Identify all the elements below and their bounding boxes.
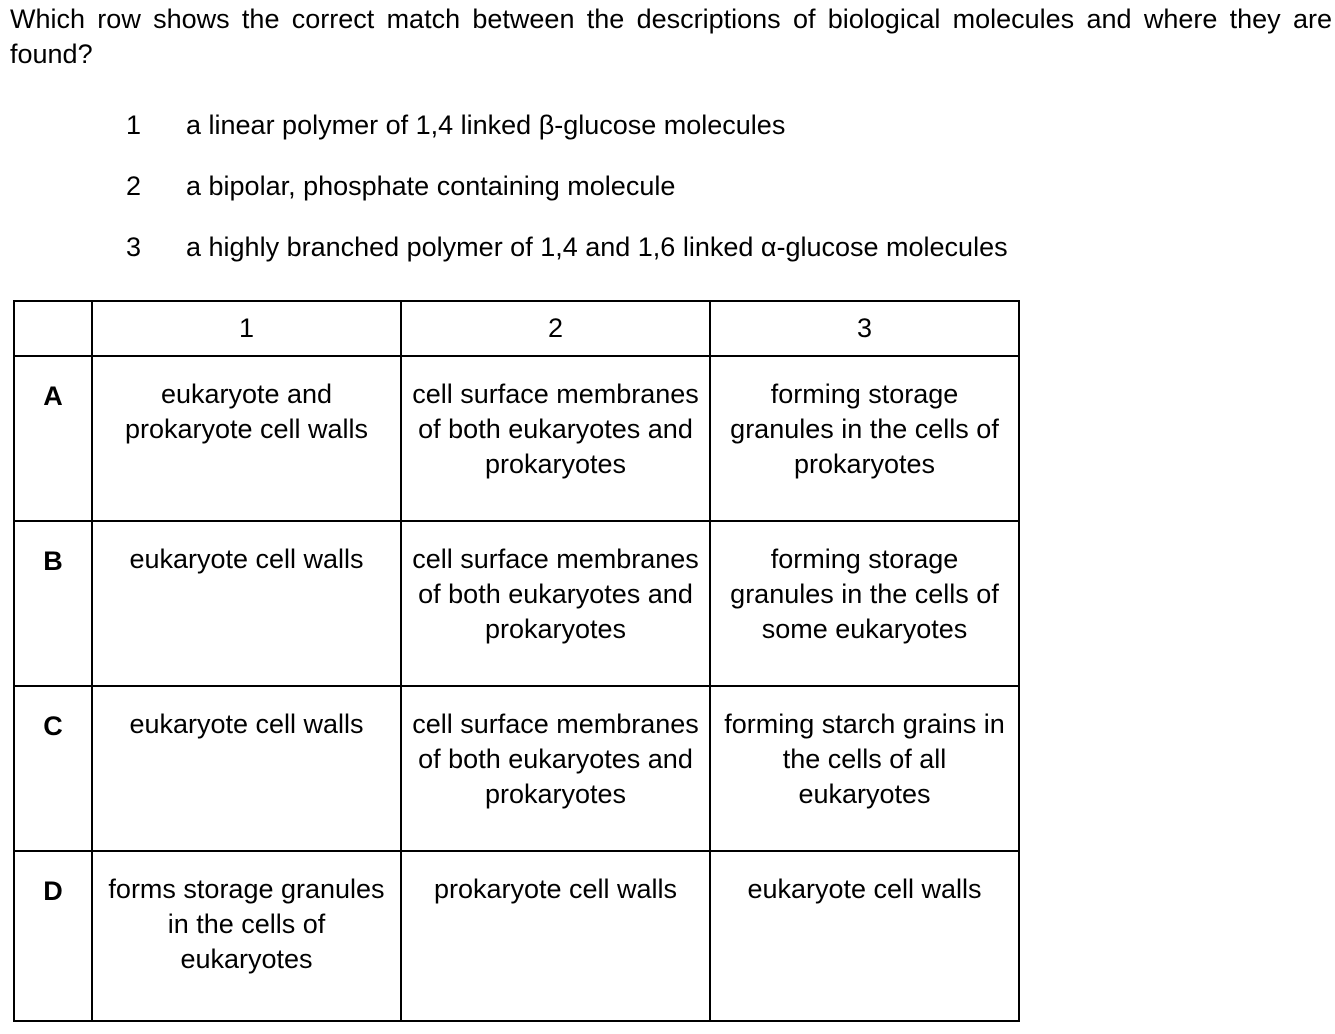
- option-letter: D: [13, 850, 93, 1022]
- cell-text: cell surface membranes of both eukaryote…: [412, 544, 699, 644]
- table-cell: cell surface membranes of both eukaryote…: [400, 520, 711, 687]
- table-cell: eukaryote cell walls: [91, 685, 402, 852]
- table-cell: prokaryote cell walls: [400, 850, 711, 1022]
- header-cell-2: 2: [400, 300, 711, 357]
- table-cell: forms storage granules in the cells of e…: [91, 850, 402, 1022]
- option-letter: C: [13, 685, 93, 852]
- statement-item: 1 a linear polymer of 1,4 linked β-gluco…: [126, 105, 1008, 145]
- header-cell-3: 3: [709, 300, 1020, 357]
- table-cell: cell surface membranes of both eukaryote…: [400, 355, 711, 522]
- table-cell: forming starch grains in the cells of al…: [709, 685, 1020, 852]
- table-cell: forming storage granules in the cells of…: [709, 520, 1020, 687]
- option-row-b[interactable]: B eukaryote cell walls cell surface memb…: [13, 520, 1020, 687]
- cell-text: forming storage granules in the cells of…: [730, 379, 999, 479]
- answer-table: 1 2 3 A eukaryote and prokaryote cell wa…: [13, 300, 1020, 1022]
- cell-text: eukaryote cell walls: [129, 709, 364, 739]
- table-header-row: 1 2 3: [13, 300, 1020, 357]
- table-cell: forming storage granules in the cells of…: [709, 355, 1020, 522]
- header-cell-blank: [13, 300, 93, 357]
- cell-text: cell surface membranes of both eukaryote…: [412, 709, 699, 809]
- cell-text: prokaryote cell walls: [433, 874, 678, 904]
- cell-text: forming storage granules in the cells of…: [730, 544, 999, 644]
- cell-text: eukaryote cell walls: [129, 544, 364, 574]
- cell-text: eukaryote and prokaryote cell walls: [124, 379, 369, 444]
- table-cell: eukaryote cell walls: [91, 520, 402, 687]
- table-cell: eukaryote cell walls: [709, 850, 1020, 1022]
- option-row-a[interactable]: A eukaryote and prokaryote cell walls ce…: [13, 355, 1020, 522]
- statement-number: 2: [126, 171, 142, 201]
- statement-text: a highly branched polymer of 1,4 and 1,6…: [186, 232, 1008, 262]
- option-row-d[interactable]: D forms storage granules in the cells of…: [13, 850, 1020, 1022]
- question-text: Which row shows the correct match betwee…: [10, 4, 1332, 69]
- option-letter: B: [13, 520, 93, 687]
- statement-item: 2 a bipolar, phosphate containing molecu…: [126, 166, 1008, 206]
- option-letter: A: [13, 355, 93, 522]
- header-cell-1: 1: [91, 300, 402, 357]
- table-cell: cell surface membranes of both eukaryote…: [400, 685, 711, 852]
- option-row-c[interactable]: C eukaryote cell walls cell surface memb…: [13, 685, 1020, 852]
- cell-text: cell surface membranes of both eukaryote…: [412, 379, 699, 479]
- statement-text: a bipolar, phosphate containing molecule: [186, 171, 676, 201]
- cell-text: forming starch grains in the cells of al…: [724, 709, 1005, 809]
- statement-text: a linear polymer of 1,4 linked β-glucose…: [186, 110, 786, 140]
- cell-text: eukaryote cell walls: [747, 874, 982, 904]
- statement-number: 3: [126, 232, 142, 262]
- statement-number: 1: [126, 110, 142, 140]
- cell-text: forms storage granules in the cells of e…: [108, 874, 385, 974]
- statement-list: 1 a linear polymer of 1,4 linked β-gluco…: [126, 105, 1008, 288]
- statement-item: 3 a highly branched polymer of 1,4 and 1…: [126, 227, 1008, 267]
- table-cell: eukaryote and prokaryote cell walls: [91, 355, 402, 522]
